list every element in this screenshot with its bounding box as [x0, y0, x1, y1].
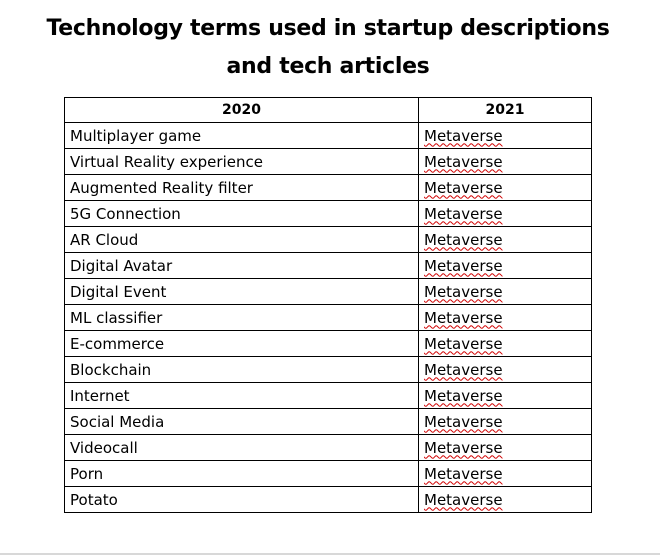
cell-2020: Augmented Reality filter [64, 174, 419, 201]
term-2021: Metaverse [424, 412, 503, 431]
cell-2021: Metaverse [418, 408, 592, 435]
term-2020: Videocall [70, 438, 138, 457]
term-2021: Metaverse [424, 230, 503, 249]
title-line-2: and tech articles [226, 54, 430, 79]
header-2021: 2021 [418, 97, 592, 123]
cell-2020: Social Media [64, 408, 419, 435]
cell-2021: Metaverse [418, 382, 592, 409]
term-2021: Metaverse [424, 282, 503, 301]
cell-2021: Metaverse [418, 330, 592, 357]
cell-2020: Digital Avatar [64, 252, 419, 279]
terms-table: 2020 2021 Multiplayer game Metaverse Vir… [64, 97, 592, 513]
table-row: Blockchain Metaverse [64, 356, 592, 383]
term-2020: Internet [70, 386, 130, 405]
cell-2021: Metaverse [418, 460, 592, 487]
cell-2020: Virtual Reality experience [64, 148, 419, 175]
cell-2020: Potato [64, 486, 419, 513]
term-2021: Metaverse [424, 464, 503, 483]
table-row: ML classifier Metaverse [64, 304, 592, 331]
term-2020: Digital Event [70, 282, 167, 301]
term-2020: Augmented Reality filter [70, 178, 253, 197]
term-2020: Social Media [70, 412, 165, 431]
cell-2020: Digital Event [64, 278, 419, 305]
cell-2020: Porn [64, 460, 419, 487]
table-row: Videocall Metaverse [64, 434, 592, 461]
cell-2020: ML classifier [64, 304, 419, 331]
cell-2021: Metaverse [418, 304, 592, 331]
table-row: 5G Connection Metaverse [64, 200, 592, 227]
table-row: E-commerce Metaverse [64, 330, 592, 357]
table-row: Augmented Reality filter Metaverse [64, 174, 592, 201]
term-2020: Multiplayer game [70, 126, 202, 145]
cell-2021: Metaverse [418, 434, 592, 461]
table-row: Social Media Metaverse [64, 408, 592, 435]
table-row: Digital Event Metaverse [64, 278, 592, 305]
term-2020: Porn [70, 464, 104, 483]
term-2021: Metaverse [424, 386, 503, 405]
term-2021: Metaverse [424, 126, 503, 145]
cell-2021: Metaverse [418, 252, 592, 279]
cell-2021: Metaverse [418, 174, 592, 201]
table-row: Virtual Reality experience Metaverse [64, 148, 592, 175]
term-2021: Metaverse [424, 152, 503, 171]
cell-2020: AR Cloud [64, 226, 419, 253]
table-row: AR Cloud Metaverse [64, 226, 592, 253]
table-row: Internet Metaverse [64, 382, 592, 409]
table-row: Multiplayer game Metaverse [64, 122, 592, 149]
cell-2020: Internet [64, 382, 419, 409]
bottom-divider [0, 553, 660, 555]
table-row: Potato Metaverse [64, 486, 592, 513]
cell-2020: E-commerce [64, 330, 419, 357]
term-2020: 5G Connection [70, 204, 181, 223]
term-2021: Metaverse [424, 490, 503, 509]
cell-2021: Metaverse [418, 200, 592, 227]
term-2020: ML classifier [70, 308, 163, 327]
cell-2021: Metaverse [418, 356, 592, 383]
term-2020: Virtual Reality experience [70, 152, 263, 171]
cell-2020: Videocall [64, 434, 419, 461]
cell-2021: Metaverse [418, 148, 592, 175]
cell-2021: Metaverse [418, 486, 592, 513]
title-line-1: Technology terms used in startup descrip… [46, 16, 610, 41]
table-row: Porn Metaverse [64, 460, 592, 487]
term-2021: Metaverse [424, 438, 503, 457]
term-2021: Metaverse [424, 360, 503, 379]
term-2021: Metaverse [424, 308, 503, 327]
term-2020: E-commerce [70, 334, 165, 353]
term-2021: Metaverse [424, 204, 503, 223]
term-2020: AR Cloud [70, 230, 139, 249]
cell-2020: Blockchain [64, 356, 419, 383]
cell-2020: Multiplayer game [64, 122, 419, 149]
header-2020: 2020 [64, 97, 419, 123]
term-2021: Metaverse [424, 334, 503, 353]
term-2020: Blockchain [70, 360, 152, 379]
cell-2021: Metaverse [418, 122, 592, 149]
table-row: Digital Avatar Metaverse [64, 252, 592, 279]
cell-2020: 5G Connection [64, 200, 419, 227]
term-2020: Digital Avatar [70, 256, 173, 275]
cell-2021: Metaverse [418, 278, 592, 305]
page-title: Technology terms used in startup descrip… [0, 10, 656, 86]
table-header-row: 2020 2021 [64, 97, 592, 123]
term-2021: Metaverse [424, 256, 503, 275]
cell-2021: Metaverse [418, 226, 592, 253]
term-2021: Metaverse [424, 178, 503, 197]
term-2020: Potato [70, 490, 118, 509]
